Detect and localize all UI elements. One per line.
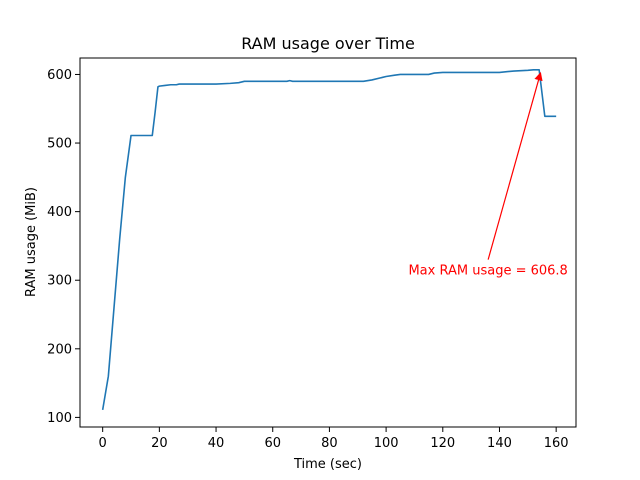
x-tick-label: 80 xyxy=(321,436,338,451)
y-tick-label: 600 xyxy=(47,68,72,83)
max-ram-annotation-arrow xyxy=(487,71,543,260)
x-axis-ticks: 0 20 40 60 80 100 120 140 160 xyxy=(99,427,569,451)
y-axis-ticks: 100 200 300 400 500 600 xyxy=(47,68,80,426)
max-ram-annotation-label: Max RAM usage = 606.8 xyxy=(408,264,567,279)
y-tick-label: 300 xyxy=(47,274,72,289)
x-tick-label: 160 xyxy=(544,436,569,451)
x-tick-label: 140 xyxy=(487,436,512,451)
y-tick-label: 100 xyxy=(47,411,72,426)
y-tick-label: 500 xyxy=(47,137,72,152)
x-tick-label: 20 xyxy=(151,436,168,451)
x-tick-label: 120 xyxy=(430,436,455,451)
x-tick-label: 100 xyxy=(374,436,399,451)
y-tick-label: 200 xyxy=(47,342,72,357)
y-axis-label: RAM usage (MiB) xyxy=(24,187,39,297)
x-tick-label: 0 xyxy=(99,436,107,451)
x-tick-label: 60 xyxy=(264,436,281,451)
ram-usage-line xyxy=(101,69,557,410)
plot-area-frame xyxy=(79,57,577,428)
y-tick-label: 400 xyxy=(47,205,72,220)
x-axis-label: Time (sec) xyxy=(293,457,362,472)
chart-title: RAM usage over Time xyxy=(241,34,415,53)
x-tick-label: 40 xyxy=(208,436,225,451)
